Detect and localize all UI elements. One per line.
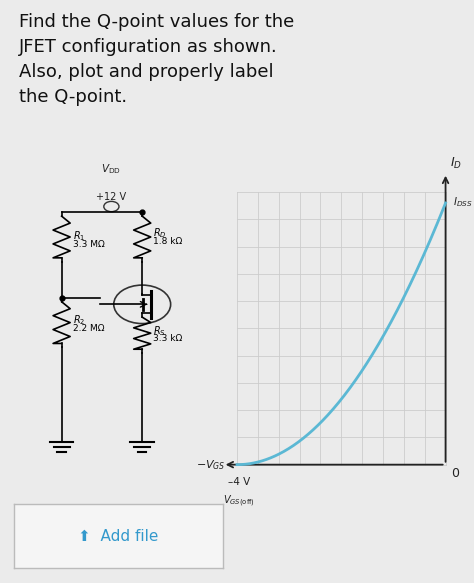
Text: 3.3 kΩ: 3.3 kΩ [153,334,182,343]
Text: $I_{DSS}$ = 5 mA: $I_{DSS}$ = 5 mA [453,195,474,209]
Text: $R_S$: $R_S$ [153,324,165,338]
Text: +12 V: +12 V [96,192,127,202]
Text: 2.2 MΩ: 2.2 MΩ [73,324,105,333]
Text: $R_1$: $R_1$ [73,230,86,243]
Text: $I_D$: $I_D$ [450,156,462,171]
Text: $V_{\rm DD}$: $V_{\rm DD}$ [101,162,121,176]
Text: 3.3 MΩ: 3.3 MΩ [73,240,105,249]
Text: $R_D$: $R_D$ [153,226,166,240]
Text: $-V_{GS}$: $-V_{GS}$ [196,458,226,472]
Text: –4 V: –4 V [228,477,250,487]
Text: Find the Q-point values for the
JFET configuration as shown.
Also, plot and prop: Find the Q-point values for the JFET con… [19,13,294,106]
Text: ⬆  Add file: ⬆ Add file [78,529,159,544]
Text: 1.8 kΩ: 1.8 kΩ [153,237,182,245]
Text: $V_{GS(\mathrm{off})}$: $V_{GS(\mathrm{off})}$ [223,493,255,509]
Text: 0: 0 [451,467,459,480]
Text: $R_2$: $R_2$ [73,314,86,327]
